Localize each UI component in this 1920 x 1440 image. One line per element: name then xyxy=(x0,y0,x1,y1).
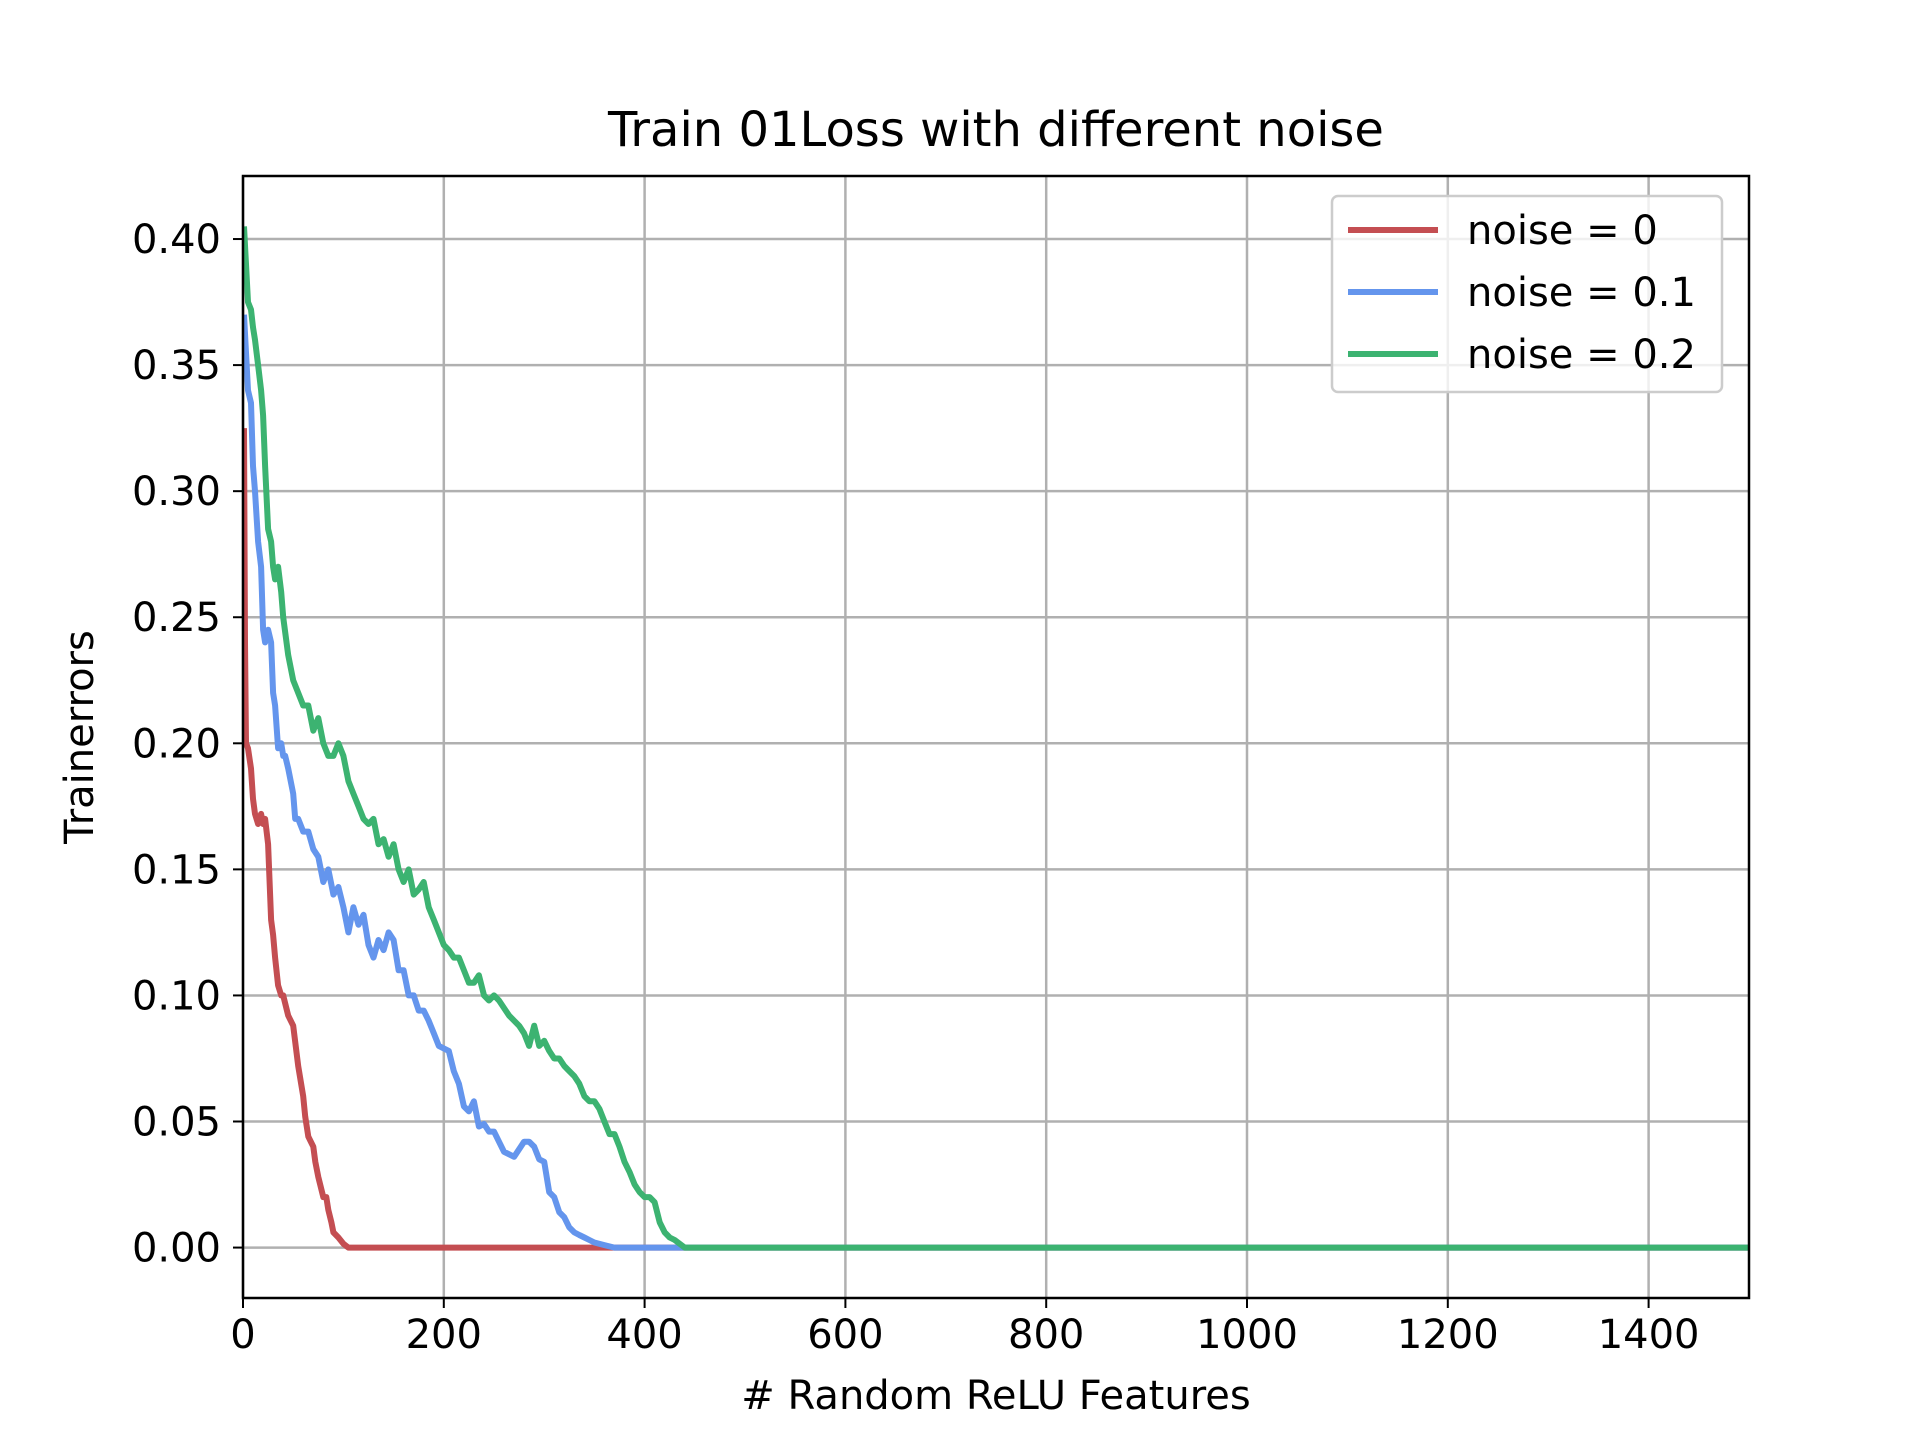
x-tick-label: 600 xyxy=(807,1312,883,1358)
x-tick-label: 400 xyxy=(606,1312,682,1358)
axis-ticks: 0 200 400 600 800 1000 1200 1400 0.00 0.05 0.10 0.1… xyxy=(132,217,1700,1358)
y-tick-label: 0.40 xyxy=(132,217,221,263)
series-line-0 xyxy=(243,428,1749,1251)
y-tick-label: 0.30 xyxy=(132,469,221,515)
x-tick-label: 800 xyxy=(1008,1312,1084,1358)
chart-title: Train 01Loss with different noise xyxy=(607,102,1384,158)
plot-frame xyxy=(241,174,1751,1300)
x-tick-label: 0 xyxy=(230,1312,255,1358)
y-tick-label: 0.25 xyxy=(132,595,221,641)
y-axis-label: Trainerrors xyxy=(57,630,103,845)
y-tick-label: 0.15 xyxy=(132,847,221,893)
y-tick-label: 0.00 xyxy=(132,1226,221,1272)
legend-box xyxy=(1330,194,1724,394)
y-tick-label: 0.05 xyxy=(132,1100,221,1146)
legend-label-2: noise = 0.2 xyxy=(1467,332,1696,378)
x-tick-label: 1200 xyxy=(1397,1312,1499,1358)
series-line-1 xyxy=(243,314,1749,1251)
x-tick-label: 1400 xyxy=(1598,1312,1700,1358)
legend-label-1: noise = 0.1 xyxy=(1467,270,1696,316)
legend: noise = 0 noise = 0.1 noise = 0.2 xyxy=(1330,194,1724,394)
x-tick-label: 1000 xyxy=(1196,1312,1298,1358)
series-lines xyxy=(243,226,1749,1251)
y-tick-label: 0.20 xyxy=(132,721,221,767)
legend-label-0: noise = 0 xyxy=(1467,208,1658,254)
y-tick-label: 0.10 xyxy=(132,973,221,1019)
series-line-2 xyxy=(243,226,1749,1251)
x-axis-label: # Random ReLU Features xyxy=(741,1373,1250,1419)
x-tick-label: 200 xyxy=(406,1312,482,1358)
y-tick-label: 0.35 xyxy=(132,343,221,389)
